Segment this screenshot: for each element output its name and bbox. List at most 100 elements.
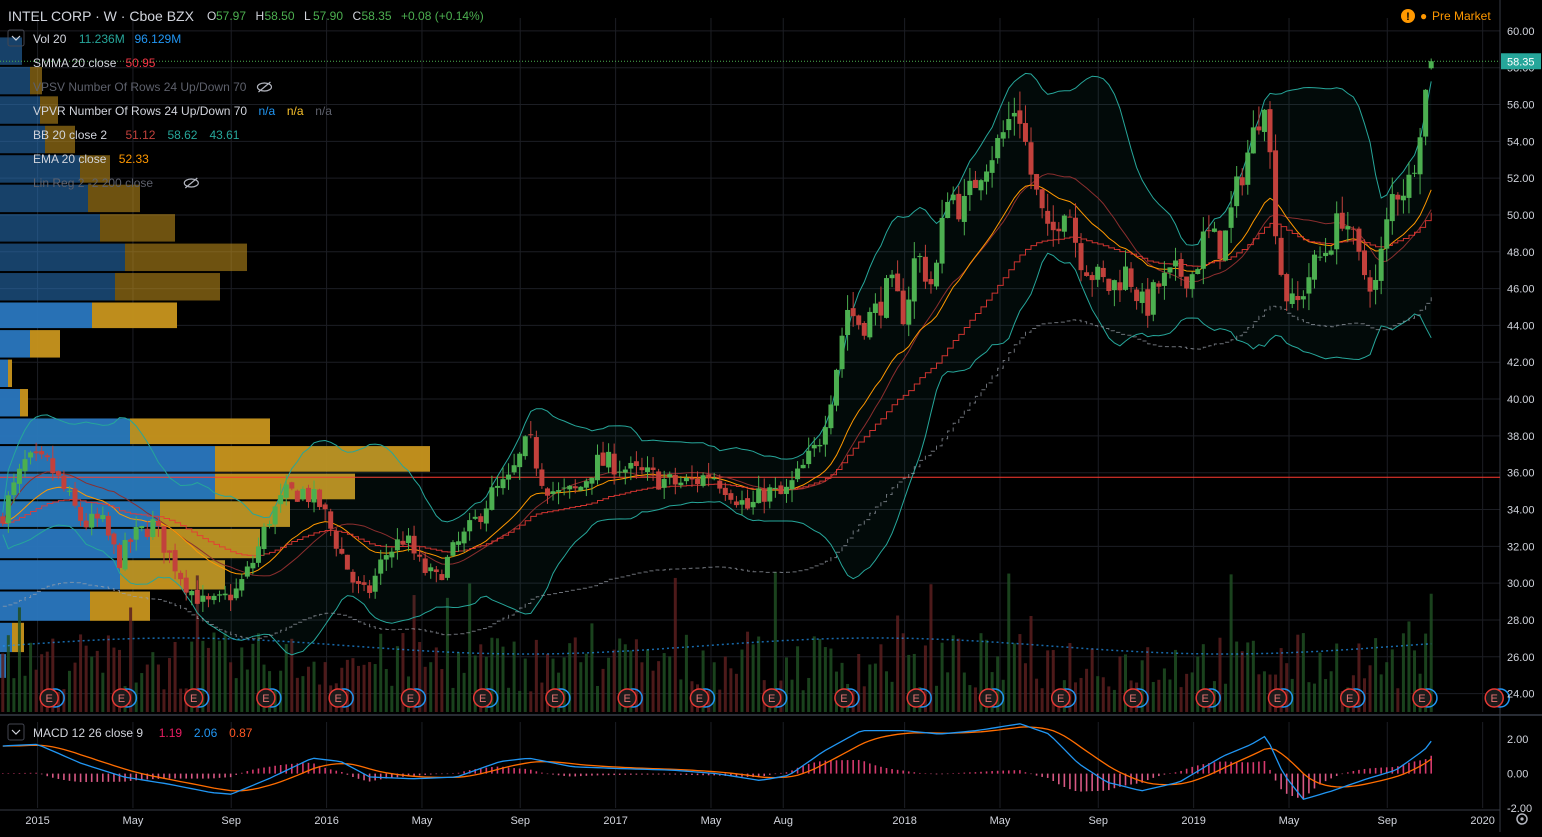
gear-icon[interactable] <box>1516 813 1528 825</box>
candle[interactable] <box>161 526 167 553</box>
earnings-event-circle[interactable] <box>39 688 59 708</box>
candle[interactable] <box>1406 174 1412 198</box>
candle[interactable] <box>328 511 334 529</box>
candle[interactable] <box>1189 274 1195 290</box>
candle[interactable] <box>717 480 723 489</box>
candle[interactable] <box>61 475 67 490</box>
candle[interactable] <box>706 474 712 478</box>
candle[interactable] <box>289 482 295 489</box>
candle[interactable] <box>150 519 156 538</box>
earnings-event-icon[interactable]: E <box>256 688 282 708</box>
candle[interactable] <box>1056 228 1062 232</box>
candle[interactable] <box>1384 219 1390 249</box>
candle[interactable] <box>1228 207 1234 228</box>
candle[interactable] <box>517 453 523 468</box>
candle[interactable] <box>372 575 378 592</box>
candle[interactable] <box>589 477 595 484</box>
candle[interactable] <box>411 535 417 554</box>
candle[interactable] <box>850 308 856 317</box>
candle[interactable] <box>450 542 456 556</box>
candle[interactable] <box>656 471 662 490</box>
candle[interactable] <box>1284 274 1290 302</box>
candle[interactable] <box>394 539 400 551</box>
candle[interactable] <box>355 581 361 584</box>
candle[interactable] <box>611 453 617 475</box>
candle[interactable] <box>1006 119 1012 131</box>
candle[interactable] <box>267 524 273 526</box>
candle[interactable] <box>617 471 623 473</box>
candle[interactable] <box>1278 237 1284 275</box>
candle[interactable] <box>906 299 912 325</box>
candle[interactable] <box>422 558 428 573</box>
candle[interactable] <box>550 491 556 494</box>
candle[interactable] <box>1106 278 1112 292</box>
candle[interactable] <box>22 459 28 472</box>
earnings-event-circle[interactable] <box>1195 688 1215 708</box>
candle[interactable] <box>255 546 261 563</box>
candle[interactable] <box>639 467 645 471</box>
earnings-event-icon[interactable]: E <box>328 688 354 708</box>
candle[interactable] <box>400 540 406 545</box>
candle[interactable] <box>439 574 445 581</box>
candle[interactable] <box>789 480 795 490</box>
candle[interactable] <box>606 451 612 468</box>
candle[interactable] <box>172 550 178 572</box>
earnings-event-icon[interactable]: E <box>400 688 427 708</box>
candle[interactable] <box>83 520 89 528</box>
candle[interactable] <box>461 531 467 544</box>
candle[interactable] <box>1184 276 1190 289</box>
candle[interactable] <box>339 548 345 554</box>
candle[interactable] <box>806 450 812 465</box>
candle[interactable] <box>572 486 578 489</box>
candle[interactable] <box>55 471 61 476</box>
candle[interactable] <box>183 577 189 593</box>
candle[interactable] <box>1167 267 1173 273</box>
candle[interactable] <box>278 495 284 505</box>
candle[interactable] <box>1334 213 1340 250</box>
candle[interactable] <box>722 487 728 496</box>
candle[interactable] <box>800 464 806 469</box>
candle[interactable] <box>661 479 667 488</box>
candle[interactable] <box>778 485 784 495</box>
candle[interactable] <box>428 567 434 572</box>
candle[interactable] <box>250 562 256 569</box>
candle[interactable] <box>1000 132 1006 139</box>
earnings-event-icon[interactable]: E <box>906 688 932 708</box>
candle[interactable] <box>1306 277 1312 294</box>
earnings-event-circle[interactable] <box>617 688 637 708</box>
candle[interactable] <box>16 468 22 484</box>
candle[interactable] <box>839 335 845 370</box>
candle[interactable] <box>739 500 745 505</box>
earnings-event-circle[interactable] <box>906 688 926 708</box>
candle[interactable] <box>1239 177 1245 186</box>
candle[interactable] <box>928 278 934 285</box>
candle[interactable] <box>1234 176 1240 207</box>
candle[interactable] <box>506 474 512 480</box>
legend-row[interactable]: VPSV Number Of Rows 24 Up/Down 70 <box>33 80 273 94</box>
candle[interactable] <box>239 579 245 591</box>
legend-row[interactable]: Lin Reg 2 -2 200 close <box>33 176 199 190</box>
candle[interactable] <box>867 311 873 338</box>
candle[interactable] <box>1045 210 1051 224</box>
candle[interactable] <box>389 551 395 558</box>
candle[interactable] <box>1078 243 1084 271</box>
earnings-event-circle[interactable] <box>183 688 204 708</box>
candle[interactable] <box>489 487 495 510</box>
candle[interactable] <box>456 541 462 545</box>
candle[interactable] <box>1072 217 1078 243</box>
candle[interactable] <box>178 572 184 580</box>
candle[interactable] <box>122 540 128 570</box>
candle[interactable] <box>1261 109 1267 132</box>
collapse-macd-button[interactable] <box>7 723 25 741</box>
candle[interactable] <box>1123 266 1129 290</box>
candle[interactable] <box>1289 293 1295 304</box>
earnings-event-circle[interactable] <box>689 688 710 708</box>
candle[interactable] <box>333 531 339 549</box>
candle[interactable] <box>1267 109 1273 153</box>
candle[interactable] <box>556 490 562 492</box>
candle[interactable] <box>984 171 990 182</box>
earnings-event-icon[interactable]: E <box>1484 688 1510 708</box>
candle[interactable] <box>756 488 762 504</box>
candle[interactable] <box>1367 277 1373 292</box>
candle[interactable] <box>39 451 45 455</box>
